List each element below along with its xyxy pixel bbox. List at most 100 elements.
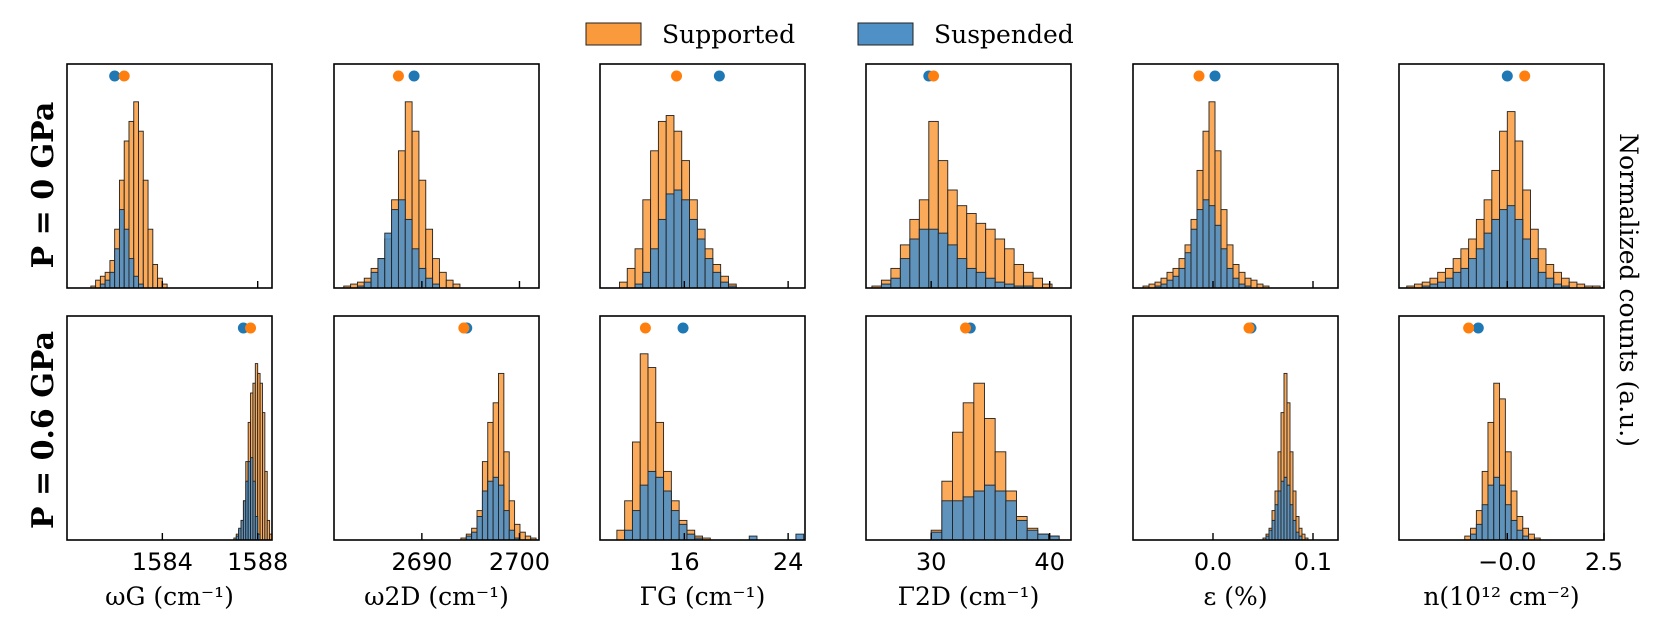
bar-suspended bbox=[1506, 205, 1516, 289]
bar-suspended bbox=[686, 533, 696, 541]
bar-suspended bbox=[1475, 248, 1485, 289]
legend-label-suspended: Suspended bbox=[934, 20, 1074, 49]
bar-suspended bbox=[678, 523, 688, 541]
bar-suspended bbox=[492, 476, 499, 541]
bar-suspended bbox=[377, 258, 386, 289]
panel-r1-c5: −0.0 2.5 bbox=[1398, 315, 1623, 576]
bar-supported bbox=[438, 271, 447, 289]
mean-dot-suspended bbox=[713, 70, 725, 82]
bar-supported bbox=[1032, 277, 1044, 289]
mean-dot-supported bbox=[458, 322, 470, 334]
mean-dot-supported bbox=[1519, 70, 1531, 82]
bar-suspended bbox=[1522, 238, 1531, 289]
mean-dot-supported bbox=[245, 322, 257, 334]
mean-dot-supported bbox=[392, 70, 404, 82]
panel-r0-c4 bbox=[1132, 63, 1339, 289]
panel-frame bbox=[599, 315, 806, 541]
bar-suspended bbox=[1483, 232, 1493, 289]
bar-suspended bbox=[947, 244, 958, 289]
x-tick-label: 1584 bbox=[132, 548, 193, 576]
bar-suspended bbox=[650, 248, 659, 289]
bar-suspended bbox=[1178, 267, 1186, 289]
bar-suspended bbox=[498, 484, 505, 541]
x-tick-label: 16 bbox=[669, 548, 700, 576]
bar-supported bbox=[1004, 248, 1015, 289]
bar-suspended bbox=[1166, 279, 1174, 289]
bar-supported bbox=[1250, 279, 1258, 289]
bar-suspended bbox=[1516, 529, 1524, 541]
bar-suspended bbox=[937, 232, 949, 289]
mean-dot-supported bbox=[1193, 70, 1205, 82]
bar-suspended bbox=[1184, 252, 1192, 289]
x-tick-label: 1588 bbox=[227, 548, 288, 576]
bar-suspended bbox=[1214, 224, 1222, 289]
x-axis-label-5: n(10¹² cm⁻²) bbox=[1423, 582, 1579, 611]
x-tick-label: 2700 bbox=[489, 548, 550, 576]
panel-frame bbox=[1132, 63, 1339, 289]
bar-suspended bbox=[975, 271, 987, 289]
panel-frame bbox=[333, 63, 540, 289]
bar-suspended bbox=[1196, 209, 1204, 289]
bar-suspended bbox=[384, 232, 393, 289]
bar-suspended bbox=[1491, 218, 1501, 289]
panel-r0-c1 bbox=[333, 63, 540, 289]
bar-suspended bbox=[1220, 248, 1228, 289]
bar-supported bbox=[1528, 533, 1535, 541]
bar-suspended bbox=[1504, 504, 1512, 541]
x-tick-label: 24 bbox=[773, 548, 804, 576]
bar-suspended bbox=[1172, 275, 1180, 289]
legend-swatch-suspended bbox=[857, 22, 914, 46]
bar-supported bbox=[616, 529, 626, 541]
bar-suspended bbox=[720, 281, 729, 289]
panel-frame bbox=[66, 63, 273, 289]
bar-suspended bbox=[994, 490, 1007, 541]
legend: Supported Suspended bbox=[585, 20, 1074, 49]
bar-suspended bbox=[1493, 476, 1501, 541]
bar-suspended bbox=[1499, 484, 1506, 541]
panel-frame bbox=[865, 315, 1072, 541]
bar-suspended bbox=[909, 238, 920, 289]
bar-suspended bbox=[1537, 271, 1547, 289]
bar-suspended bbox=[985, 277, 996, 289]
bar-suspended bbox=[1487, 484, 1495, 541]
bar-suspended bbox=[370, 271, 379, 289]
bar-suspended bbox=[1510, 519, 1518, 541]
x-tick-label: 2690 bbox=[391, 548, 452, 576]
bar-suspended bbox=[655, 476, 665, 541]
bar-supported bbox=[994, 238, 1006, 289]
bar-suspended bbox=[404, 218, 413, 289]
panel-frame bbox=[66, 315, 273, 541]
panel-r0-c0 bbox=[66, 63, 273, 289]
mean-dot-suspended bbox=[1501, 70, 1513, 82]
bar-supported bbox=[634, 248, 644, 289]
bar-suspended bbox=[966, 267, 977, 289]
bar-suspended bbox=[508, 529, 516, 541]
bar-suspended bbox=[624, 529, 633, 541]
mean-dot-supported bbox=[118, 70, 130, 82]
bar-suspended bbox=[642, 271, 652, 289]
bar-suspended bbox=[696, 238, 706, 289]
bar-suspended bbox=[956, 258, 968, 289]
bar-suspended bbox=[1452, 271, 1462, 289]
bar-supported bbox=[138, 130, 144, 289]
bar-suspended bbox=[941, 500, 953, 541]
x-axis-label-3: Γ2D (cm⁻¹) bbox=[898, 582, 1040, 611]
bar-suspended bbox=[363, 281, 372, 289]
bar-suspended bbox=[109, 271, 116, 289]
bar-supported bbox=[619, 281, 628, 289]
panel-r1-c4: 0.0 0.1 bbox=[1132, 315, 1339, 576]
panel-r1-c1: 2690 2700 bbox=[333, 315, 550, 576]
legend-swatch-supported bbox=[585, 22, 642, 46]
x-axis-label-4: ε (%) bbox=[1203, 582, 1267, 611]
bar-suspended bbox=[114, 248, 120, 289]
bar-suspended bbox=[476, 516, 483, 541]
bar-suspended bbox=[1470, 533, 1477, 541]
bar-suspended bbox=[952, 500, 964, 541]
bar-suspended bbox=[647, 470, 657, 541]
panel-r1-c0: 1584 1588 bbox=[66, 315, 288, 576]
bar-supported bbox=[142, 179, 149, 289]
bar-suspended bbox=[899, 258, 911, 289]
bar-supported bbox=[152, 264, 159, 289]
